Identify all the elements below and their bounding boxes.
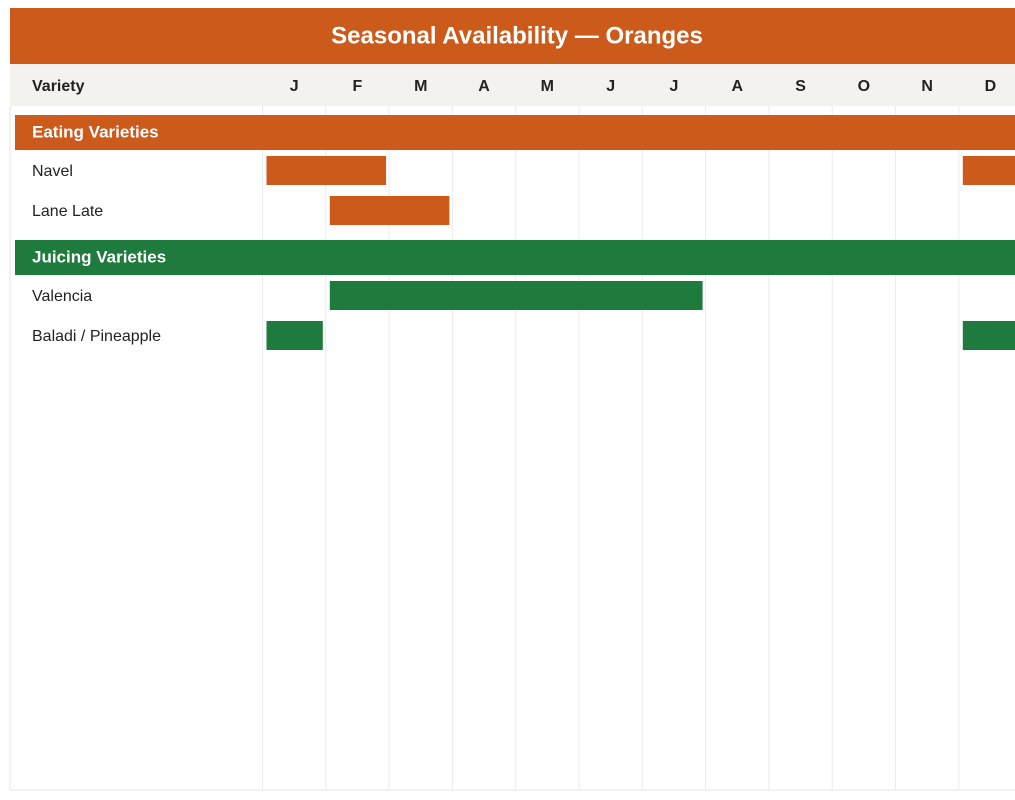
column-header: Variety: [32, 78, 85, 95]
variety-label: Lane Late: [32, 203, 103, 220]
month-label: J: [669, 78, 678, 95]
group-bar: [15, 115, 1015, 150]
group-bar: [15, 240, 1015, 275]
month-label: D: [985, 78, 997, 95]
availability-bar: [266, 321, 323, 350]
availability-bar: [329, 281, 703, 310]
month-label: A: [478, 78, 490, 95]
group-label: Juicing Varieties: [32, 247, 166, 266]
month-label: N: [921, 78, 933, 95]
variety-label: Baladi / Pineapple: [32, 328, 161, 345]
chart-title: Seasonal Availability — Oranges: [331, 22, 703, 49]
month-label: J: [290, 78, 299, 95]
month-label: S: [795, 78, 806, 95]
month-label: O: [858, 78, 870, 95]
month-label: M: [414, 78, 427, 95]
availability-bar: [266, 156, 387, 185]
availability-bar: [962, 156, 1015, 185]
variety-label: Valencia: [32, 288, 92, 305]
availability-bar: [962, 321, 1015, 350]
month-label: J: [606, 78, 615, 95]
group-label: Eating Varieties: [32, 122, 159, 141]
month-label: M: [541, 78, 554, 95]
title-bar: [10, 8, 1015, 64]
month-label: F: [353, 78, 363, 95]
availability-bar: [329, 196, 450, 225]
variety-label: Navel: [32, 163, 73, 180]
month-label: A: [731, 78, 743, 95]
header-row: [10, 64, 1015, 106]
